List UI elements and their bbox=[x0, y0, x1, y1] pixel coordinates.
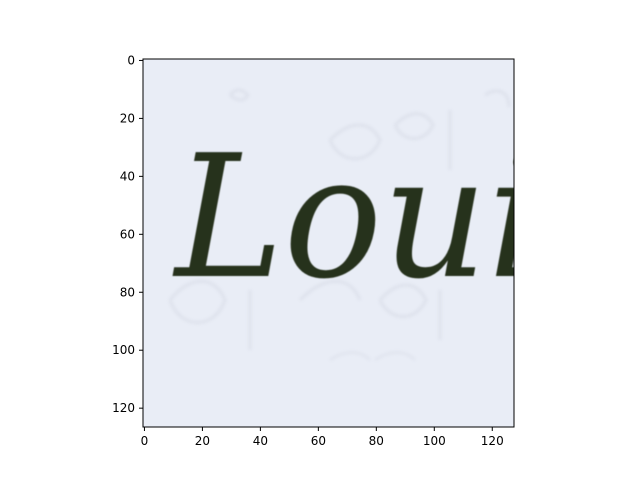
x-tick-label: 60 bbox=[311, 434, 326, 448]
y-tick-label: 60 bbox=[120, 227, 135, 241]
x-tick-label: 0 bbox=[141, 434, 149, 448]
y-tick-label: 0 bbox=[127, 53, 135, 67]
show-through-texture bbox=[168, 88, 511, 361]
x-tick-label: 80 bbox=[369, 434, 384, 448]
y-tick-label: 120 bbox=[112, 401, 135, 415]
y-axis: 0 20 40 60 80 100 120 bbox=[112, 53, 143, 415]
image-area: Loui bbox=[143, 59, 540, 427]
x-axis: 0 20 40 60 80 100 120 bbox=[141, 427, 504, 448]
x-tick-label: 120 bbox=[481, 434, 504, 448]
x-tick-label: 100 bbox=[423, 434, 446, 448]
x-tick-label: 20 bbox=[195, 434, 210, 448]
x-tick-label: 40 bbox=[253, 434, 268, 448]
image-word-text: Loui bbox=[172, 119, 540, 317]
y-tick-label: 20 bbox=[120, 111, 135, 125]
y-tick-label: 100 bbox=[112, 343, 135, 357]
paper-background bbox=[143, 59, 514, 427]
y-tick-label: 40 bbox=[120, 169, 135, 183]
axes-frame bbox=[142, 58, 515, 428]
y-tick-label: 80 bbox=[120, 285, 135, 299]
